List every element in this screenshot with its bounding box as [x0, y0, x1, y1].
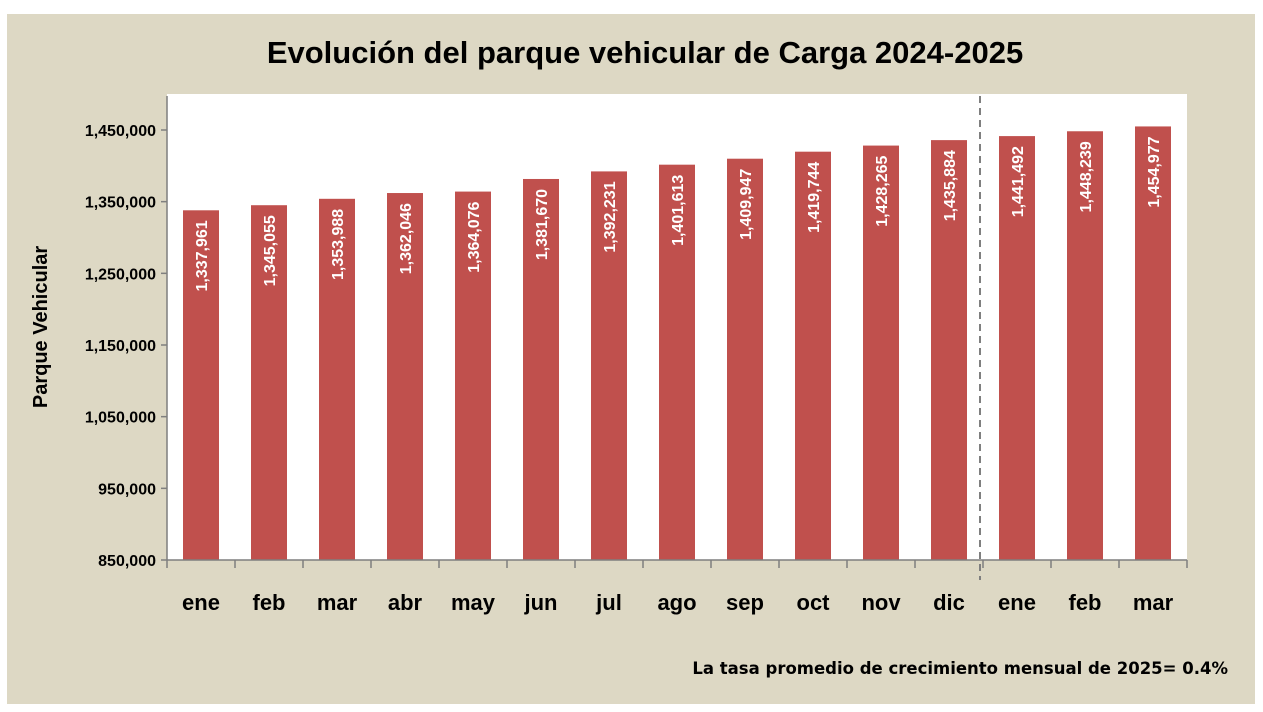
bar-mar-2 [319, 198, 355, 560]
x-tick-label: jul [595, 590, 622, 615]
y-tick-label: 1,450,000 [85, 123, 156, 140]
x-tick-label: dic [933, 590, 965, 615]
bar-value-label: 1,435,884 [942, 150, 959, 221]
x-tick-label: mar [1133, 590, 1174, 615]
bar-value-label: 1,428,265 [874, 155, 891, 226]
x-tick-label: oct [797, 590, 831, 615]
chart-frame: Evolución del parque vehicular de Carga … [7, 14, 1255, 704]
bar-ene-12 [999, 136, 1035, 560]
bar-value-label: 1,392,231 [602, 181, 619, 252]
bars-group [183, 126, 1171, 561]
bar-oct-9 [795, 151, 831, 560]
x-tick-label: nov [861, 590, 901, 615]
x-tick-label: feb [253, 590, 286, 615]
bar-value-label: 1,364,076 [466, 201, 483, 272]
bar-jun-5 [523, 178, 559, 560]
x-tick-label: mar [317, 590, 358, 615]
y-tick-label: 950,000 [98, 481, 156, 498]
bar-value-label: 1,337,961 [194, 220, 211, 291]
data-labels-group: 1,337,961 1,345,055 1,353,988 1,362,046 1,36… [194, 136, 1163, 291]
bar-mar-14 [1135, 126, 1171, 560]
bar-value-label: 1,441,492 [1010, 146, 1027, 217]
x-tick-label: ene [998, 590, 1036, 615]
y-tick-label: 1,050,000 [85, 410, 156, 427]
x-tick-label: abr [388, 590, 423, 615]
y-tick-label: 1,250,000 [85, 266, 156, 283]
bar-ene-0 [183, 210, 219, 560]
growth-rate-note: La tasa promedio de crecimiento mensual … [692, 659, 1228, 678]
bar-may-4 [455, 191, 491, 561]
x-tick-label: feb [1069, 590, 1102, 615]
bar-chart: Evolución del parque vehicular de Carga … [30, 35, 1228, 678]
y-tick-label: 1,150,000 [85, 338, 156, 355]
bar-abr-3 [387, 193, 423, 561]
y-tick-label: 850,000 [98, 553, 156, 570]
bar-feb-13 [1067, 131, 1103, 560]
bar-dic-11 [931, 140, 967, 561]
x-ticks-group: ene feb mar abr may jun jul ago sep oct nov dic ene f… [166, 560, 1188, 615]
bar-value-label: 1,409,947 [738, 169, 755, 240]
bar-value-label: 1,448,239 [1078, 141, 1095, 212]
bar-nov-10 [863, 145, 899, 560]
bar-jul-6 [591, 171, 627, 560]
x-tick-label: jun [524, 590, 558, 615]
x-tick-label: ene [182, 590, 220, 615]
bar-sep-8 [727, 158, 763, 560]
x-tick-label: ago [657, 590, 696, 615]
bar-value-label: 1,353,988 [330, 209, 347, 280]
x-tick-label: sep [726, 590, 764, 615]
bar-value-label: 1,362,046 [398, 203, 415, 274]
bar-ago-7 [659, 164, 695, 560]
chart-title: Evolución del parque vehicular de Carga … [267, 35, 1023, 70]
bar-value-label: 1,419,744 [806, 162, 823, 233]
y-ticks-group: 850,000 950,000 1,050,000 1,150,000 1,250,00… [85, 123, 167, 570]
bar-value-label: 1,454,977 [1146, 136, 1163, 207]
bar-value-label: 1,345,055 [262, 215, 279, 286]
y-tick-label: 1,350,000 [85, 195, 156, 212]
x-tick-label: may [451, 590, 496, 615]
bar-feb-1 [251, 205, 287, 561]
bar-value-label: 1,401,613 [670, 175, 687, 246]
bar-value-label: 1,381,670 [534, 189, 551, 260]
y-axis-label: Parque Vehicular [30, 246, 52, 409]
